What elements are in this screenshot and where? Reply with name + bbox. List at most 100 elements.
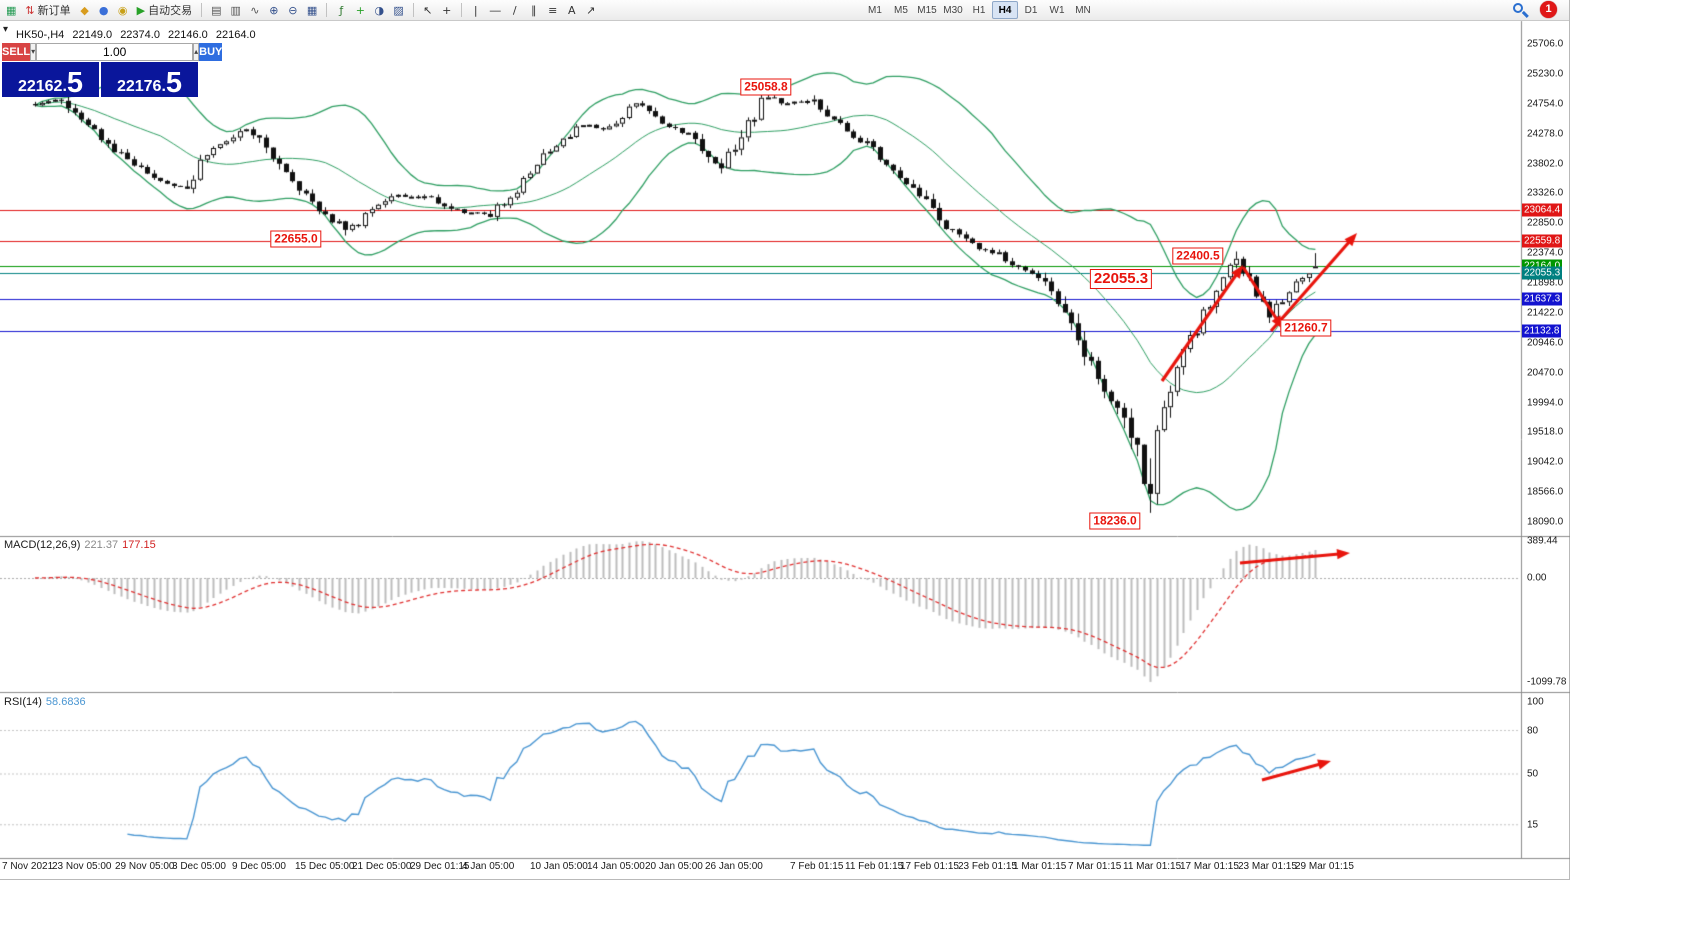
timeframe-m30-button[interactable]: M30 [943, 5, 963, 16]
timeframe-m1-button[interactable]: M1 [868, 5, 882, 16]
sell-button[interactable]: SELL [2, 43, 31, 61]
toolbar-separator [460, 3, 462, 17]
new-chart-icon: ▦ [6, 3, 17, 17]
volume-input[interactable] [36, 43, 194, 61]
open-value: 22149.0 [72, 29, 113, 41]
cursor-icon: ↖ [423, 3, 433, 17]
buy-price-main: 22176. [116, 78, 166, 96]
trendline-icon: / [512, 3, 517, 17]
equidistant-channel-button[interactable]: ∥ [525, 1, 543, 19]
timeframe-h4-button[interactable]: H4 [992, 1, 1018, 19]
timeframe-w1-button[interactable]: W1 [1049, 5, 1065, 16]
sell-price-main: 22162. [17, 78, 67, 96]
bar-chart-mode-icon: ▤ [211, 3, 222, 17]
toolbar-separator [201, 3, 203, 17]
auto-trading-label: 自动交易 [148, 5, 193, 17]
sell-price-pips: 5 [66, 67, 84, 100]
candlestick-mode-icon: ▥ [230, 3, 241, 17]
mt4-terminal-window: ▦ ⇅ 新订单 ◆ ● ◉ ▶ 自动交易 ▤ ▥ ∿ ⊕ ⊖ ▦ ƒ + ◑ ▨ ↖ + | ― / ∥ ≡ A ↗ M1 M5 M15… [0, 0, 1570, 880]
text-label-button[interactable]: A [563, 1, 581, 19]
one-click-toggle-icon[interactable]: ▾ [3, 24, 9, 35]
arrows-tool-icon: ↗ [586, 3, 596, 17]
horizontal-line-icon: ― [489, 3, 501, 17]
cursor-button[interactable]: ↖ [419, 1, 437, 19]
volume-decrease-button[interactable]: ▾ [30, 43, 37, 61]
add-indicator-icon: + [355, 3, 365, 17]
history-center-button[interactable]: ◆ [76, 1, 94, 19]
notification-badge[interactable]: 1 [1540, 1, 1557, 18]
new-order-button[interactable]: ⇅ 新订单 [21, 1, 74, 19]
high-value: 22374.0 [120, 29, 160, 41]
tile-windows-icon: ▦ [306, 3, 318, 17]
sell-price-button[interactable]: 22162. 5 [2, 62, 99, 100]
horizontal-line-button[interactable]: ― [486, 1, 505, 19]
data-window-button[interactable]: ◉ [114, 1, 132, 19]
periods-icon: ◑ [374, 3, 385, 17]
toolbar-separator [412, 3, 414, 17]
timeframe-d1-button[interactable]: D1 [1024, 5, 1038, 16]
buy-price-button[interactable]: 22176. 5 [101, 62, 198, 100]
crosshair-button[interactable]: + [438, 1, 456, 19]
symbol-period-label: HK50-,H4 [16, 29, 65, 41]
close-value: 22164.0 [215, 29, 256, 41]
vertical-line-icon: | [473, 3, 478, 17]
fibonacci-button[interactable]: ≡ [544, 1, 562, 19]
new-chart-button[interactable]: ▦ [2, 1, 20, 19]
candlestick-mode-button[interactable]: ▥ [227, 1, 245, 19]
buy-button[interactable]: BUY [199, 43, 223, 61]
rsi-value: 58.6836 [45, 696, 86, 708]
quote-controls-row: SELL ▾ ▴ BUY [2, 43, 223, 61]
line-chart-mode-button[interactable]: ∿ [246, 1, 264, 19]
chart-canvas[interactable] [0, 0, 1570, 880]
fibonacci-icon: ≡ [548, 3, 558, 17]
crosshair-icon: + [442, 3, 452, 17]
macd-indicator-label: MACD(12,26,9) 221.37 177.15 [4, 539, 160, 551]
auto-trading-icon: ▶ [136, 3, 146, 17]
low-value: 22146.0 [168, 29, 208, 41]
search-icon[interactable] [1512, 2, 1529, 19]
vertical-line-button[interactable]: | [467, 1, 485, 19]
zoom-out-button[interactable]: ⊖ [284, 1, 302, 19]
volume-increase-button[interactable]: ▴ [193, 43, 200, 61]
history-center-icon: ◆ [80, 3, 89, 17]
zoom-in-button[interactable]: ⊕ [265, 1, 283, 19]
market-watch-button[interactable]: ● [95, 1, 113, 19]
indicators-list-icon: ƒ [339, 3, 344, 17]
toolbar-separator [326, 3, 328, 17]
timeframe-mn-button[interactable]: MN [1075, 5, 1091, 16]
macd-name: MACD(12,26,9) [4, 539, 81, 551]
indicators-list-button[interactable]: ƒ [332, 1, 350, 19]
chart-symbol-ohlc: HK50-,H4 22149.0 22374.0 22146.0 22164.0 [16, 29, 261, 41]
trendline-button[interactable]: / [506, 1, 524, 19]
add-indicator-button[interactable]: + [351, 1, 369, 19]
data-window-icon: ◉ [117, 3, 128, 17]
timeframe-m5-button[interactable]: M5 [894, 5, 908, 16]
templates-button[interactable]: ▨ [389, 1, 407, 19]
market-watch-icon: ● [98, 3, 109, 17]
search-handle [1522, 10, 1529, 18]
tile-windows-button[interactable]: ▦ [303, 1, 321, 19]
equidistant-channel-icon: ∥ [530, 3, 537, 17]
line-chart-mode-icon: ∿ [250, 3, 260, 17]
bar-chart-mode-button[interactable]: ▤ [207, 1, 225, 19]
zoom-out-icon: ⊖ [288, 3, 298, 17]
macd-signal-value: 177.15 [122, 539, 156, 551]
macd-main-value: 221.37 [84, 539, 119, 551]
new-order-icon: ⇅ [25, 3, 35, 17]
one-click-trading-panel: SELL ▾ ▴ BUY 22162.5 22176.5 [2, 43, 223, 100]
text-label-icon: A [567, 3, 576, 17]
auto-trading-button[interactable]: ▶ 自动交易 [133, 1, 196, 19]
new-order-label: 新订单 [37, 5, 71, 17]
periods-button[interactable]: ◑ [370, 1, 388, 19]
zoom-in-icon: ⊕ [269, 3, 279, 17]
timeframe-m15-button[interactable]: M15 [917, 5, 937, 16]
search-lens [1513, 3, 1523, 13]
timeframe-toolbar: M1 M5 M15 M30 H1 H4 D1 W1 MN [862, 1, 1096, 19]
rsi-indicator-label: RSI(14) 58.6836 [4, 696, 90, 708]
timeframe-h1-button[interactable]: H1 [972, 5, 986, 16]
arrows-tool-button[interactable]: ↗ [582, 1, 600, 19]
buy-price-pips: 5 [165, 67, 183, 100]
toolbar-left-group: ▦ ⇅ 新订单 ◆ ● ◉ ▶ 自动交易 ▤ ▥ ∿ ⊕ ⊖ ▦ ƒ + ◑ ▨ ↖ + | ― / ∥ ≡ A ↗ [2, 1, 600, 19]
templates-icon: ▨ [393, 3, 404, 17]
rsi-name: RSI(14) [4, 696, 42, 708]
